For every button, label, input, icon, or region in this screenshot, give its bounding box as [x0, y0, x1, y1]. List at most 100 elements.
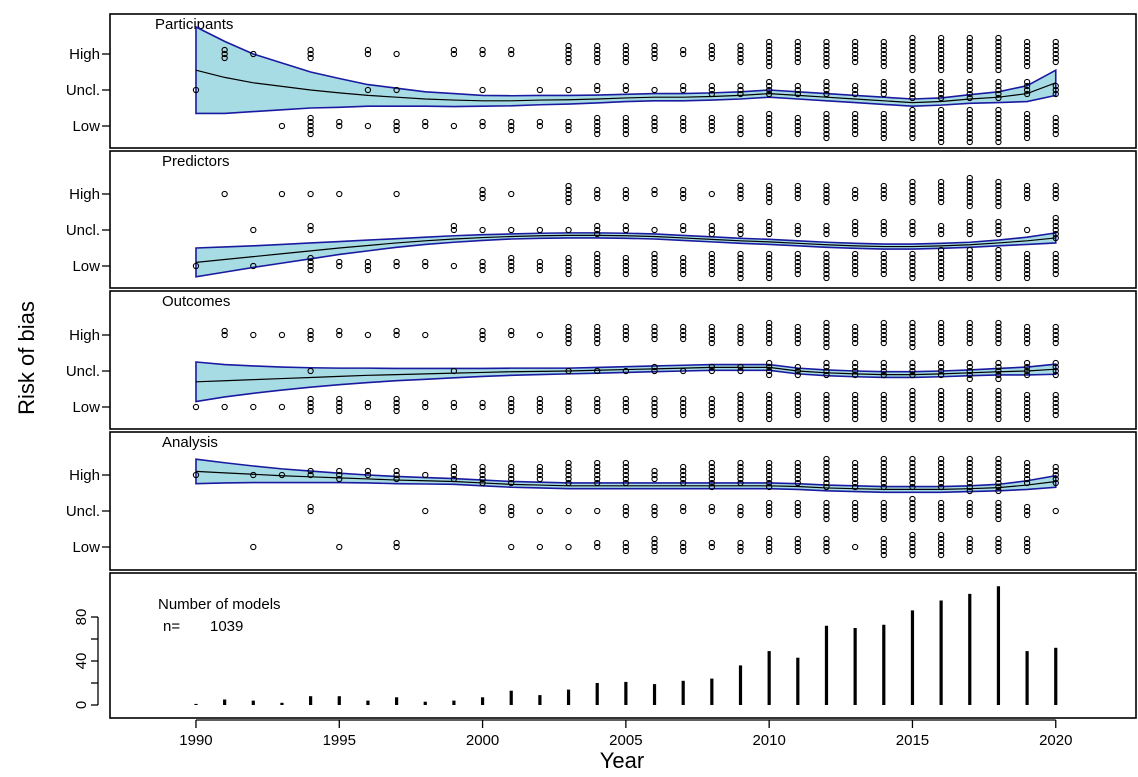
data-point [651, 539, 658, 547]
data-point [565, 339, 572, 347]
data-point [966, 535, 973, 543]
data-point [966, 66, 973, 74]
panel-predictors: Predictors High Uncl. Low [66, 150, 1137, 289]
data-point [393, 190, 400, 198]
data-point [966, 122, 973, 130]
data-point [336, 122, 343, 130]
data-point [880, 258, 887, 266]
data-point [966, 507, 973, 515]
data-point [1023, 403, 1031, 411]
data-point [479, 122, 486, 130]
data-point [393, 395, 400, 403]
data-point [1052, 371, 1059, 379]
data-point [880, 411, 887, 419]
data-point [1052, 54, 1059, 62]
data-point [794, 130, 801, 138]
data-point [508, 190, 515, 198]
data-point [250, 226, 257, 234]
data-point [909, 38, 916, 46]
data-point [651, 511, 658, 519]
data-point [966, 114, 973, 122]
data-point [737, 327, 744, 335]
data-point [565, 186, 572, 194]
data-point [508, 46, 515, 54]
data-point [766, 270, 773, 278]
data-point [766, 266, 773, 274]
data-point [995, 90, 1002, 98]
data-point [851, 475, 859, 483]
data-point [622, 54, 630, 62]
data-point [680, 86, 687, 94]
data-point [565, 327, 572, 335]
data-point [995, 82, 1002, 90]
data-point [508, 118, 515, 126]
data-point [823, 194, 830, 202]
data-point [737, 58, 744, 66]
data-point [851, 399, 859, 407]
data-point [966, 54, 973, 62]
data-point [823, 54, 830, 62]
data-point [880, 403, 887, 411]
data-point [880, 78, 887, 86]
data-point [995, 46, 1002, 54]
data-point [823, 403, 830, 411]
data-point [851, 503, 859, 511]
data-point [909, 178, 916, 186]
data-point [766, 218, 773, 226]
data-point [794, 42, 801, 50]
data-point [995, 222, 1002, 230]
data-point [937, 499, 945, 507]
data-point [565, 399, 572, 407]
data-point [680, 82, 687, 90]
data-point [1052, 234, 1059, 242]
data-point [937, 230, 945, 238]
data-point [909, 343, 916, 351]
data-point [221, 190, 228, 198]
data-point [737, 194, 744, 202]
data-point [794, 250, 801, 258]
data-point [995, 230, 1002, 238]
data-point [307, 130, 314, 138]
data-point [766, 110, 773, 118]
data-point [536, 403, 544, 411]
data-point [622, 511, 630, 519]
data-point [307, 254, 314, 262]
data-point [823, 186, 830, 194]
data-point [995, 475, 1002, 483]
data-point [594, 270, 601, 278]
data-point [422, 403, 429, 411]
data-point [794, 114, 801, 122]
data-point [823, 539, 830, 547]
data-point [737, 186, 744, 194]
data-point [909, 134, 916, 142]
data-point [594, 539, 601, 547]
data-point [364, 258, 372, 266]
data-point [823, 42, 830, 50]
data-point [1052, 214, 1059, 222]
data-point [880, 539, 887, 547]
data-point [450, 222, 458, 230]
data-point [909, 46, 916, 54]
data-point [937, 455, 945, 463]
data-point [1023, 42, 1031, 50]
data-point [937, 58, 945, 66]
data-point [250, 403, 257, 411]
data-point [307, 122, 314, 130]
data-point [794, 50, 801, 58]
data-point [823, 483, 830, 491]
data-point [851, 258, 859, 266]
data-point [393, 50, 400, 58]
data-point [737, 122, 744, 130]
data-point [909, 483, 916, 491]
data-point [1052, 250, 1059, 258]
data-point [364, 331, 372, 339]
data-point [937, 138, 945, 146]
data-point [851, 395, 859, 403]
y-tick-label: Low [72, 399, 100, 416]
data-point [221, 403, 228, 411]
data-point [966, 258, 973, 266]
data-point [909, 90, 916, 98]
data-point [594, 403, 601, 411]
data-point [479, 471, 486, 479]
data-point [823, 82, 830, 90]
